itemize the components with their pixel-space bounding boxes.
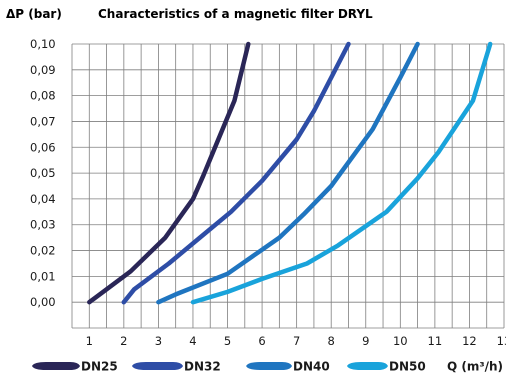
series-line-dn25 bbox=[87, 41, 251, 305]
series-line-dn40 bbox=[156, 41, 420, 305]
y-tick-label: 0,02 bbox=[30, 244, 56, 258]
x-axis-title: Q (m³/h) bbox=[447, 360, 503, 374]
x-tick-label: 13 bbox=[497, 334, 506, 348]
y-tick-label: 0,06 bbox=[30, 140, 56, 154]
series-line-dn32 bbox=[121, 41, 351, 305]
x-tick-label: 4 bbox=[189, 334, 196, 348]
legend-label-dn25: DN25 bbox=[81, 360, 118, 374]
y-tick-label: 0,10 bbox=[30, 37, 56, 51]
legend-swatch-dn50 bbox=[347, 362, 388, 370]
x-tick-label: 10 bbox=[393, 334, 408, 348]
x-tick-label: 11 bbox=[428, 334, 443, 348]
chart-title: Characteristics of a magnetic filter DRY… bbox=[98, 7, 373, 21]
legend-swatch-dn40 bbox=[246, 362, 292, 370]
y-tick-label: 0,03 bbox=[30, 218, 56, 232]
legend-label-dn32: DN32 bbox=[184, 360, 221, 374]
legend-swatch-dn32 bbox=[132, 362, 183, 370]
y-axis-title: ΔP (bar) bbox=[6, 7, 62, 21]
y-tick-label: 0,04 bbox=[30, 192, 56, 206]
y-tick-label: 0,00 bbox=[30, 295, 56, 309]
tick-labels: 0,10 0,09 0,08 0,07 0,06 0,05 0,04 0,03 0,02 0,01… bbox=[30, 37, 506, 348]
x-tick-label: 5 bbox=[224, 334, 231, 348]
x-tick-label: 8 bbox=[328, 334, 335, 348]
y-tick-label: 0,09 bbox=[30, 63, 56, 77]
y-tick-label: 0,07 bbox=[30, 114, 56, 128]
x-tick-label: 2 bbox=[120, 334, 127, 348]
legend-swatch-dn25 bbox=[32, 362, 80, 370]
series-line-dn50 bbox=[190, 41, 493, 305]
y-tick-label: 0,01 bbox=[30, 269, 56, 283]
legend: DN25 DN32 DN40 DN50 Q (m³/h) bbox=[32, 360, 503, 374]
x-tick-label: 12 bbox=[462, 334, 477, 348]
legend-label-dn40: DN40 bbox=[293, 360, 330, 374]
y-tick-label: 0,05 bbox=[30, 166, 56, 180]
legend-label-dn50: DN50 bbox=[389, 360, 426, 374]
x-tick-label: 3 bbox=[155, 334, 162, 348]
x-tick-label: 7 bbox=[293, 334, 300, 348]
x-tick-label: 9 bbox=[362, 334, 369, 348]
y-tick-label: 0,08 bbox=[30, 89, 56, 103]
grid bbox=[71, 43, 505, 329]
series-lines bbox=[87, 41, 493, 305]
x-tick-label: 6 bbox=[258, 334, 265, 348]
x-tick-label: 1 bbox=[86, 334, 93, 348]
